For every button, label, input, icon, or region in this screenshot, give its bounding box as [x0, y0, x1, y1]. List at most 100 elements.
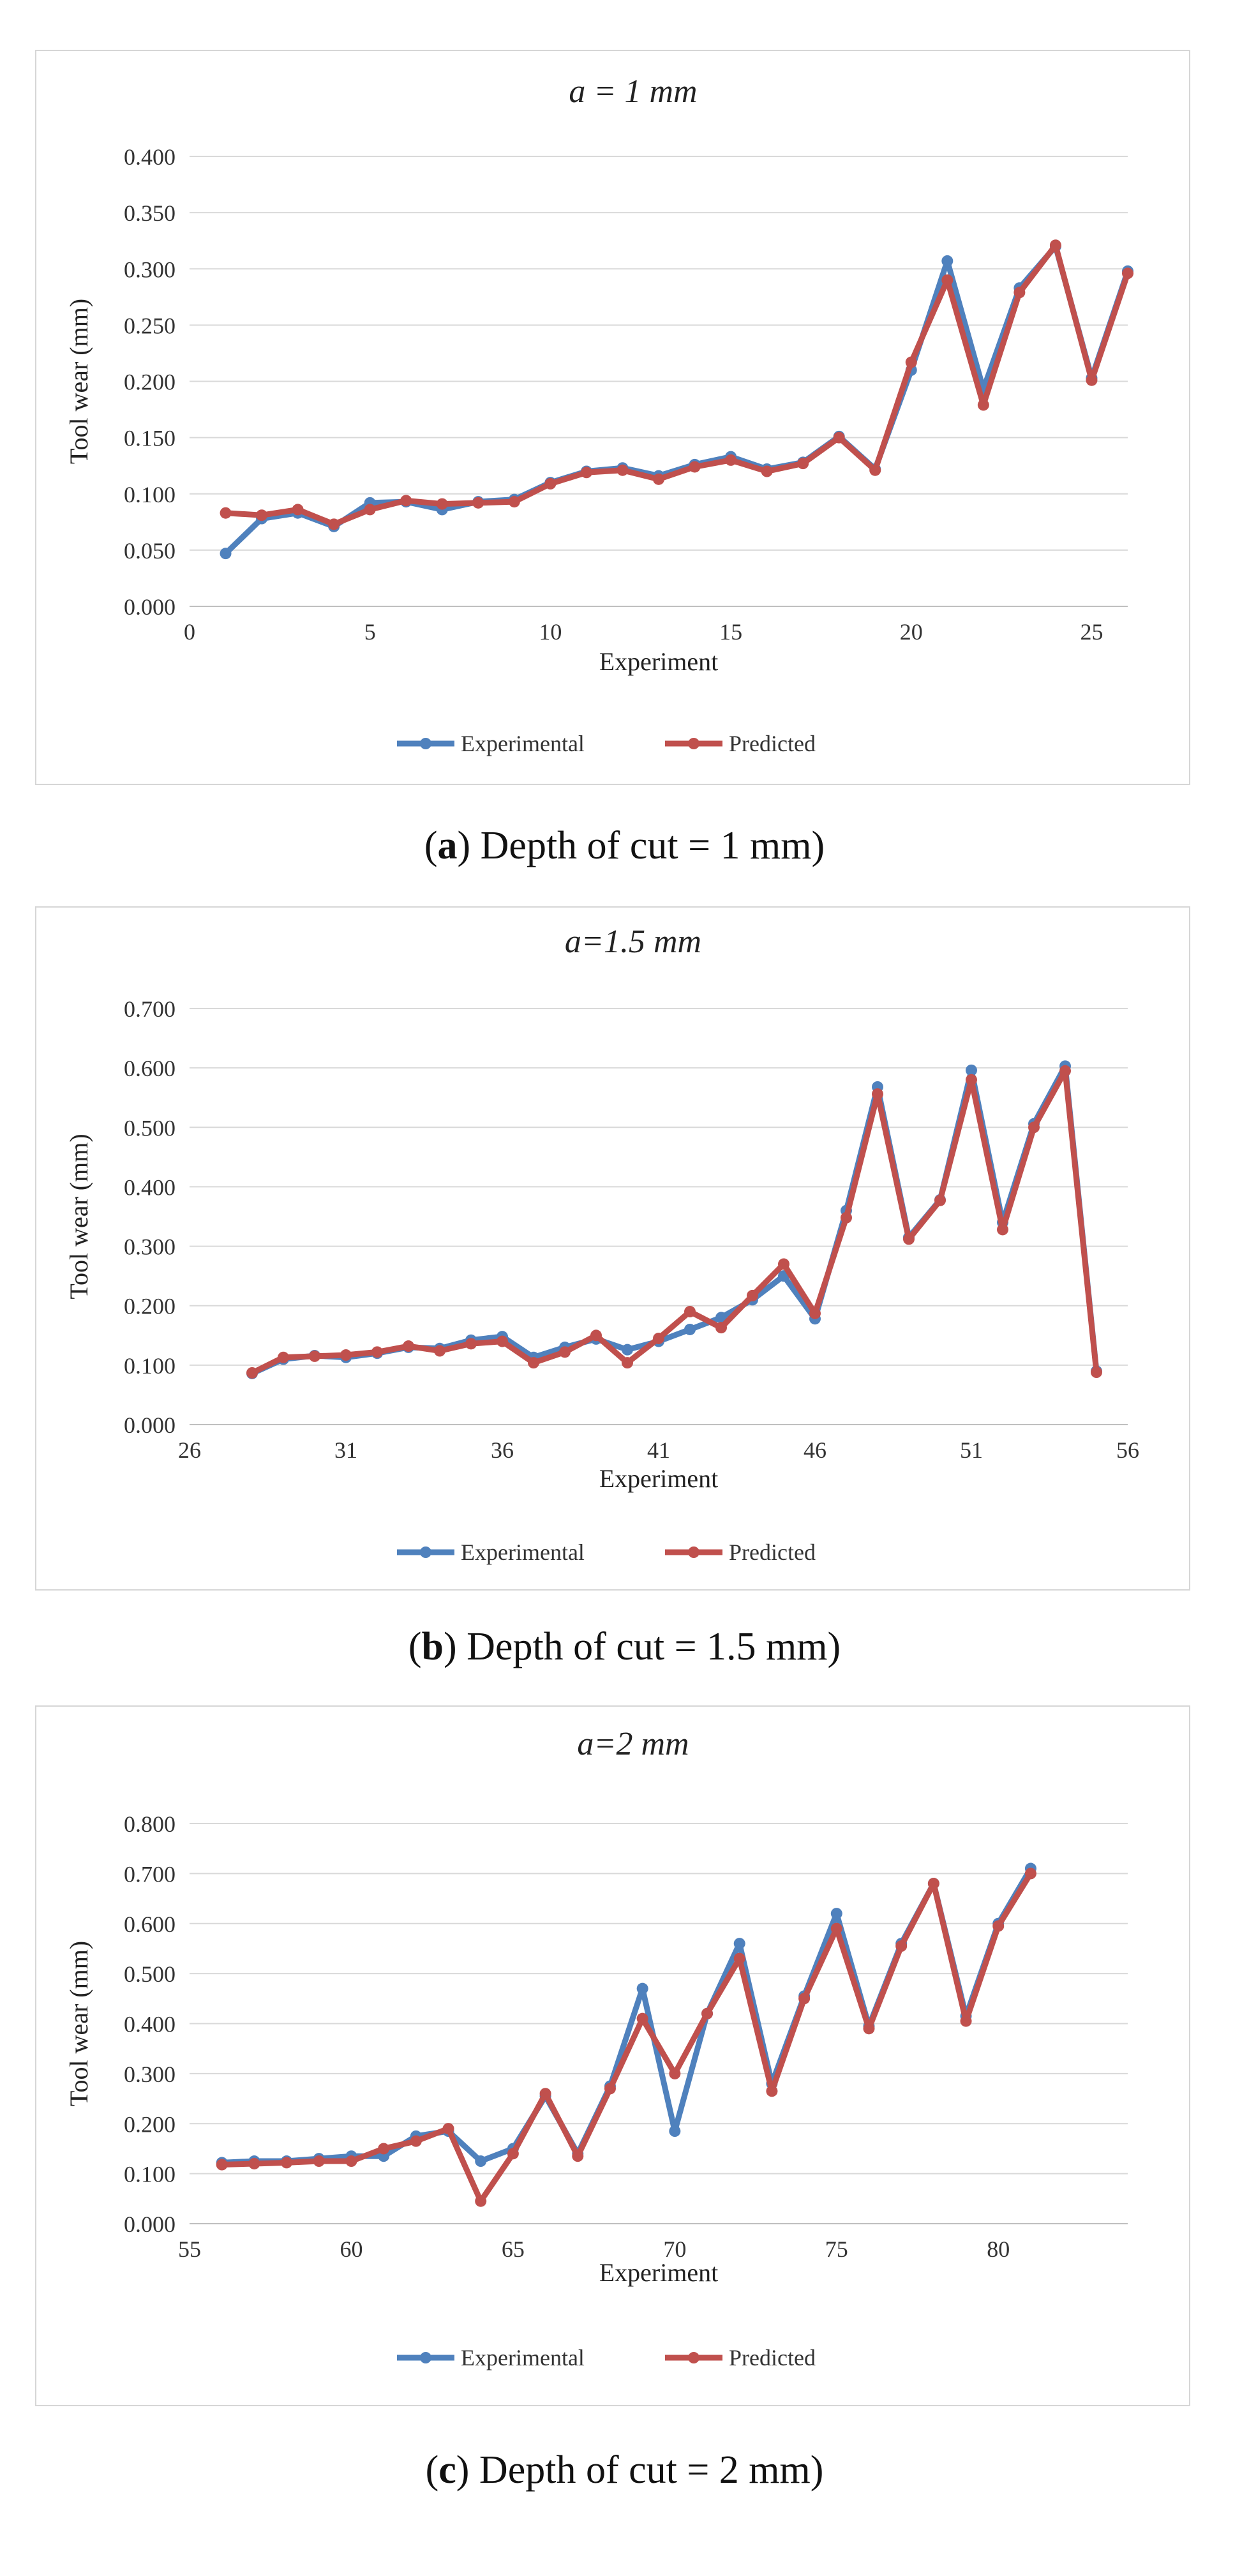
data-point-predicted — [872, 1088, 883, 1100]
data-point-predicted — [1122, 267, 1133, 280]
y-tick-label: 0.200 — [124, 370, 176, 395]
data-point-predicted — [400, 495, 412, 507]
legend-marker-experimental — [420, 2352, 431, 2363]
data-point-predicted — [539, 2088, 551, 2100]
y-tick-label: 0.400 — [124, 2012, 176, 2037]
y-tick-label: 0.400 — [124, 144, 176, 170]
legend-label-experimental: Experimental — [461, 1539, 585, 1565]
data-point-predicted — [559, 1346, 571, 1358]
series-line-predicted — [249, 1068, 1100, 1376]
data-point-predicted — [508, 496, 520, 508]
chart-panel-a: a = 1 mm 0.000 0.050 0.100 0.150 0.200 0.250 0.… — [35, 50, 1190, 785]
legend-marker-experimental — [420, 1546, 431, 1558]
data-point-predicted — [966, 1074, 977, 1086]
legend-label-predicted: Predicted — [729, 731, 816, 756]
caption-a-label: a — [437, 824, 458, 867]
chart-b: a=1.5 mm 0.000 0.100 0.200 0.300 0.400 0.500 0.… — [64, 924, 1139, 1565]
caption-b-label: b — [421, 1625, 444, 1668]
y-tick-label: 0.100 — [124, 482, 176, 507]
chart-panel-b: a=1.5 mm 0.000 0.100 0.200 0.300 0.400 0.500 0.… — [35, 906, 1190, 1591]
legend-label-experimental: Experimental — [461, 2345, 585, 2370]
data-point-predicted — [434, 1345, 445, 1357]
y-tick-label: 0.500 — [124, 1115, 176, 1141]
data-point-experimental — [715, 1312, 727, 1324]
x-tick-label: 31 — [334, 1437, 357, 1463]
x-tick-label: 41 — [647, 1437, 670, 1463]
y-tick-label: 0.300 — [124, 1234, 176, 1260]
y-tick-label: 0.600 — [124, 1056, 176, 1081]
caption-b: (b) Depth of cut = 1.5 mm) — [408, 1625, 841, 1668]
series-line-predicted — [223, 242, 1131, 527]
data-point-predicted — [1024, 1868, 1036, 1880]
caption-c-label: c — [438, 2448, 456, 2492]
legend-label-experimental: Experimental — [461, 731, 585, 756]
data-point-predicted — [905, 356, 917, 368]
data-point-predicted — [701, 2007, 714, 2019]
data-point-predicted — [669, 2067, 681, 2079]
data-point-predicted — [622, 1357, 633, 1369]
chart-a: a = 1 mm 0.000 0.050 0.100 0.150 0.200 0.250 0.… — [64, 73, 1133, 756]
x-tick-label: 80 — [987, 2236, 1010, 2262]
x-tick-label: 65 — [502, 2236, 525, 2262]
y-tick-label: 0.700 — [124, 996, 176, 1022]
data-point-predicted — [863, 2023, 875, 2035]
data-point-predicted — [281, 2157, 293, 2169]
data-point-predicted — [798, 1993, 811, 2005]
y-tick-label: 0.000 — [124, 2212, 176, 2237]
data-point-predicted — [778, 1258, 789, 1270]
y-tick-label: 0.400 — [124, 1174, 176, 1200]
data-point-predicted — [761, 465, 773, 477]
y-axis-label: Tool wear (mm) — [64, 299, 93, 464]
legend-marker-predicted — [688, 1546, 699, 1558]
legend-label-predicted: Predicted — [729, 2345, 816, 2370]
y-tick-label: 0.000 — [124, 594, 176, 620]
x-tick-label: 56 — [1116, 1437, 1139, 1463]
data-point-predicted — [472, 497, 484, 509]
data-point-experimental — [941, 255, 954, 267]
data-point-experimental — [622, 1344, 633, 1356]
data-point-experimental — [669, 2125, 681, 2138]
data-point-predicted — [977, 399, 989, 411]
data-point-predicted — [544, 477, 557, 490]
y-tick-label: 0.350 — [124, 200, 176, 226]
data-point-experimental — [830, 1908, 842, 1920]
x-tick-label: 26 — [178, 1437, 201, 1463]
data-point-predicted — [617, 464, 629, 476]
data-point-predicted — [809, 1307, 821, 1319]
data-point-predicted — [528, 1357, 539, 1369]
data-point-predicted — [572, 2150, 584, 2162]
data-point-experimental — [636, 1982, 648, 1995]
data-point-predicted — [960, 2015, 972, 2027]
chart-title: a = 1 mm — [569, 73, 697, 110]
data-point-predicted — [309, 1350, 320, 1362]
data-point-predicted — [841, 1211, 852, 1224]
caption-a-text: Depth of cut = 1 mm — [470, 824, 812, 867]
data-point-predicted — [436, 498, 448, 510]
data-point-predicted — [246, 1367, 258, 1379]
data-point-predicted — [580, 467, 592, 479]
x-tick-label: 15 — [719, 619, 742, 645]
y-tick-label: 0.100 — [124, 1353, 176, 1379]
y-tick-label: 0.050 — [124, 538, 176, 564]
x-tick-label: 70 — [663, 2236, 686, 2262]
x-tick-label: 25 — [1080, 619, 1103, 645]
data-point-predicted — [869, 464, 881, 476]
data-point-predicted — [927, 1878, 939, 1890]
caption-b-text: Depth of cut = 1.5 mm — [456, 1625, 828, 1668]
data-point-predicted — [689, 461, 701, 473]
data-point-predicted — [992, 1920, 1005, 1932]
x-tick-label: 20 — [900, 619, 923, 645]
x-tick-label: 75 — [825, 2236, 848, 2262]
data-point-experimental — [220, 548, 232, 560]
x-tick-label: 5 — [364, 619, 376, 645]
data-point-predicted — [1091, 1367, 1102, 1379]
y-tick-label: 0.800 — [124, 1811, 176, 1837]
series-line-experimental — [219, 1866, 1034, 2166]
data-point-predicted — [340, 1349, 352, 1361]
data-point-predicted — [507, 2148, 519, 2160]
data-point-predicted — [248, 2157, 260, 2169]
y-tick-label: 0.600 — [124, 1912, 176, 1937]
series-line-experimental — [223, 243, 1131, 557]
data-point-predicted — [1059, 1065, 1071, 1077]
x-tick-label: 10 — [539, 619, 562, 645]
